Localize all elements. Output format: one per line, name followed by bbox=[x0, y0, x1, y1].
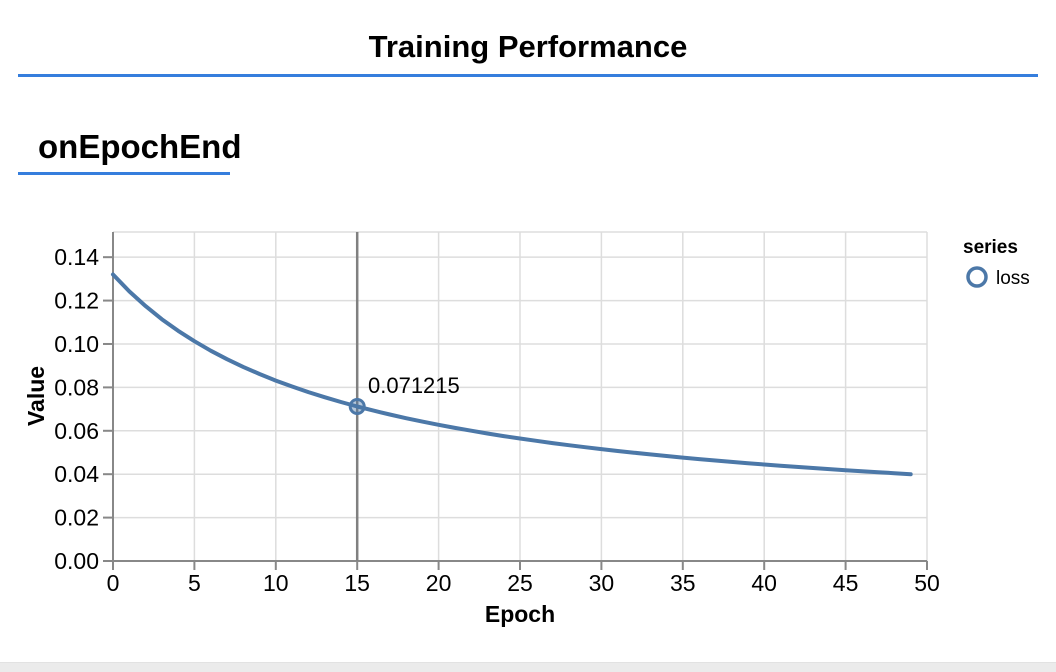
x-tick-label: 20 bbox=[426, 570, 452, 596]
x-tick-label: 50 bbox=[914, 570, 940, 596]
y-tick-label: 0.04 bbox=[54, 461, 99, 487]
surface-title: Training Performance bbox=[368, 29, 688, 64]
y-tick-label: 0.06 bbox=[54, 418, 99, 444]
highlight-point-marker bbox=[348, 397, 366, 415]
x-tick-label: 45 bbox=[833, 570, 859, 596]
x-tick-label: 25 bbox=[507, 570, 533, 596]
y-tick-label: 0.14 bbox=[54, 244, 99, 270]
legend: series loss bbox=[963, 237, 1030, 289]
axes bbox=[103, 232, 928, 570]
y-tick-label: 0.10 bbox=[54, 331, 99, 357]
x-tick-label: 0 bbox=[107, 570, 120, 596]
tick-labels: 0 5 10 15 20 25 30 35 40 45 50 0.00 0.02 0.04 0.06 0.08… bbox=[54, 244, 940, 596]
tooltip-value: 0.071215 bbox=[368, 373, 460, 398]
x-tick-label: 40 bbox=[751, 570, 777, 596]
y-tick-label: 0.12 bbox=[54, 288, 99, 314]
y-tick-label: 0.00 bbox=[54, 548, 99, 574]
legend-loss-symbol[interactable] bbox=[966, 266, 988, 288]
x-tick-label: 5 bbox=[188, 570, 201, 596]
legend-loss-label[interactable]: loss bbox=[996, 268, 1030, 289]
x-tick-label: 30 bbox=[589, 570, 615, 596]
x-tick-label: 10 bbox=[263, 570, 289, 596]
x-axis-title: Epoch bbox=[485, 601, 555, 627]
y-tick-label: 0.02 bbox=[54, 505, 99, 531]
next-surface-divider bbox=[0, 662, 1056, 672]
y-tick-label: 0.08 bbox=[54, 374, 99, 400]
plot-area[interactable] bbox=[113, 232, 927, 561]
section-heading-underline bbox=[18, 172, 230, 175]
loss-curve bbox=[111, 272, 913, 477]
legend-title: series bbox=[963, 237, 1018, 258]
surface-title-underline bbox=[18, 74, 1038, 77]
section-heading: onEpochEnd bbox=[38, 128, 242, 165]
x-tick-label: 35 bbox=[670, 570, 696, 596]
x-tick-label: 15 bbox=[344, 570, 370, 596]
y-axis-title: Value bbox=[23, 366, 49, 426]
